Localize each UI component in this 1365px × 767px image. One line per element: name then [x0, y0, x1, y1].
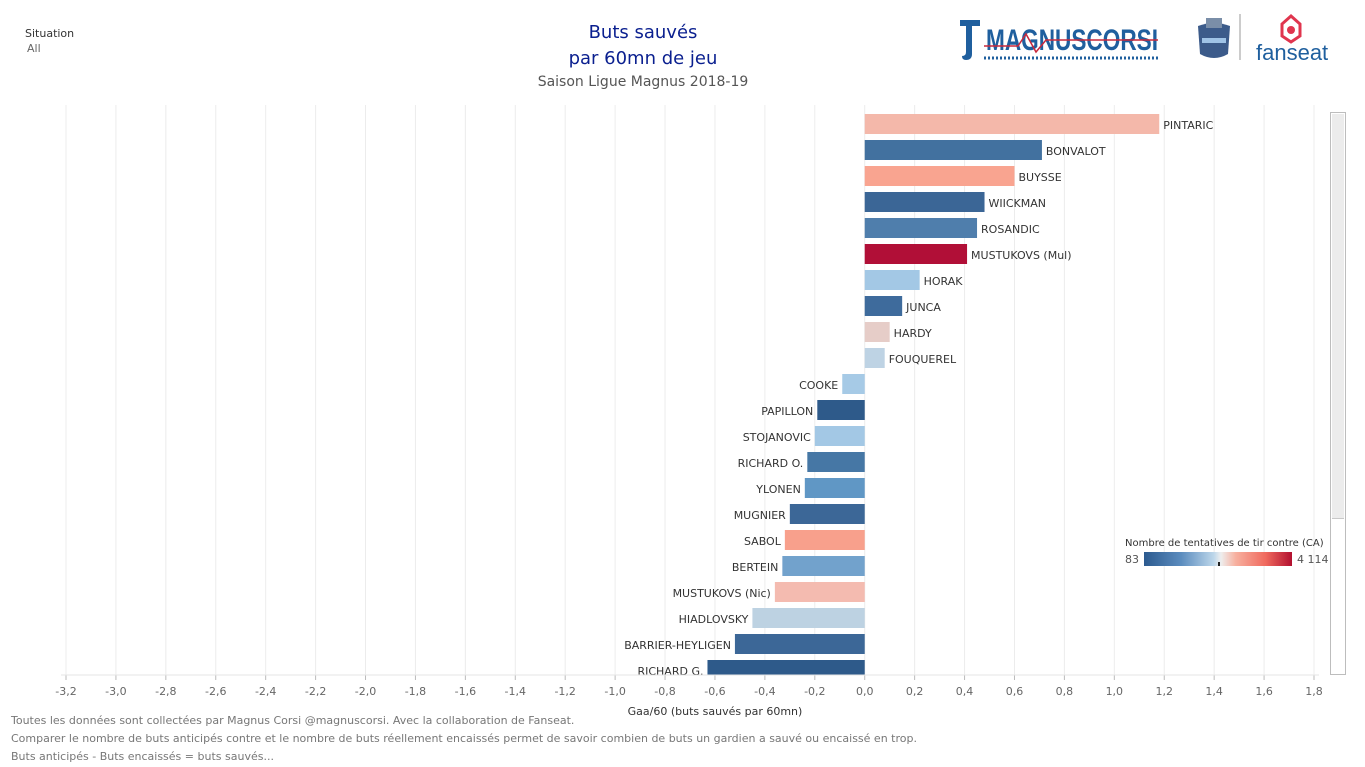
- x-axis-title: Gaa/60 (buts sauvés par 60mn): [627, 705, 803, 718]
- footer-line-2: Comparer le nombre de buts anticipés con…: [11, 732, 917, 745]
- bar[interactable]: [807, 452, 865, 472]
- chart-titles: Buts sauvés par 60mn de jeu Saison Ligue…: [443, 20, 843, 92]
- bar-label: RICHARD O.: [738, 457, 804, 470]
- situation-filter[interactable]: Situation All: [25, 27, 74, 55]
- bar[interactable]: [864, 244, 968, 264]
- bar[interactable]: [864, 270, 920, 290]
- chart-subtitle: Saison Ligue Magnus 2018-19: [537, 74, 749, 90]
- bar[interactable]: [864, 140, 1042, 160]
- bar[interactable]: [864, 322, 890, 342]
- x-tick-label: -2,4: [255, 685, 276, 698]
- footer-notes: Toutes les données sont collectées par M…: [11, 712, 917, 766]
- bar[interactable]: [734, 634, 865, 654]
- bar[interactable]: [789, 504, 865, 524]
- x-tick-label: -2,0: [355, 685, 376, 698]
- bar[interactable]: [752, 608, 865, 628]
- bar-label: BARRIER-HEYLIGEN: [624, 639, 731, 652]
- fanseat-logo: fanseat: [1198, 13, 1328, 65]
- x-tick-label: -1,4: [505, 685, 526, 698]
- footer-line-1: Toutes les données sont collectées par M…: [11, 714, 575, 727]
- bar[interactable]: [864, 114, 1160, 134]
- x-tick-label: -0,6: [704, 685, 725, 698]
- chart-title-line1: Buts sauvés: [588, 22, 698, 43]
- x-tick-label: -1,8: [405, 685, 426, 698]
- bar[interactable]: [707, 660, 865, 680]
- x-tick-label: 0,6: [1006, 685, 1024, 698]
- bar-label: HARDY: [894, 327, 932, 340]
- x-tick-label: 1,4: [1205, 685, 1223, 698]
- scrollbar-thumb[interactable]: [1332, 114, 1344, 519]
- bar-label: FOUQUEREL: [889, 353, 957, 366]
- bar-label: PINTARIC: [1163, 119, 1213, 132]
- x-tick-label: -2,2: [305, 685, 326, 698]
- x-tick-label: 0,4: [956, 685, 974, 698]
- bar[interactable]: [864, 218, 978, 238]
- bar[interactable]: [864, 166, 1015, 186]
- x-tick-label: -0,2: [804, 685, 825, 698]
- x-tick-label: -0,8: [654, 685, 675, 698]
- bar-label: STOJANOVIC: [743, 431, 811, 444]
- bar-label: PAPILLON: [761, 405, 813, 418]
- situation-filter-label: Situation: [25, 27, 75, 40]
- legend-max: 4 114: [1297, 552, 1329, 566]
- x-tick-label: 1,2: [1155, 685, 1173, 698]
- footer-line-3: Buts anticipés - Buts encaissés = buts s…: [11, 750, 274, 763]
- x-tick-label: -1,0: [604, 685, 625, 698]
- bar[interactable]: [782, 556, 865, 576]
- bar-label: ROSANDIC: [981, 223, 1040, 236]
- x-tick-label: 1,8: [1305, 685, 1323, 698]
- bar[interactable]: [864, 296, 903, 316]
- bar-label: HIADLOVSKY: [679, 613, 749, 626]
- bar[interactable]: [817, 400, 865, 420]
- x-tick-label: 1,6: [1255, 685, 1273, 698]
- bar-label: BONVALOT: [1046, 145, 1106, 158]
- magnuscorsi-logo: MAGNUSCORSI: [960, 20, 1158, 60]
- bar-label: BERTEIN: [732, 561, 778, 574]
- bar-label: HORAK: [924, 275, 964, 288]
- bar-label: MUSTUKOVS (Mul): [971, 249, 1071, 262]
- bar-label: MUSTUKOVS (Nic): [673, 587, 771, 600]
- bar-label: WIICKMAN: [989, 197, 1047, 210]
- bar-label: COOKE: [799, 379, 838, 392]
- bar-label: RICHARD G.: [637, 665, 703, 678]
- x-tick-label: -1,6: [455, 685, 476, 698]
- x-tick-label: 0,8: [1056, 685, 1074, 698]
- bar-label: YLONEN: [755, 483, 801, 496]
- bar-label: SABOL: [744, 535, 782, 548]
- x-tick-label: 1,0: [1106, 685, 1124, 698]
- x-tick-label: -2,6: [205, 685, 226, 698]
- x-tick-label: -3,2: [55, 685, 76, 698]
- bar[interactable]: [774, 582, 865, 602]
- bar[interactable]: [784, 530, 865, 550]
- bar-chart: PINTARIC BONVALOT BUYSSE WIICKMAN ROSANDIC MU…: [55, 105, 1323, 698]
- bar-label: BUYSSE: [1018, 171, 1061, 184]
- fanseat-logo-text: fanseat: [1256, 40, 1328, 65]
- x-tick-label: -3,0: [105, 685, 126, 698]
- color-legend: Nombre de tentatives de tir contre (CA) …: [1125, 538, 1337, 566]
- vertical-scrollbar[interactable]: [1330, 112, 1346, 675]
- legend-title: Nombre de tentatives de tir contre (CA): [1125, 538, 1324, 549]
- x-tick-label: -1,2: [554, 685, 575, 698]
- x-tick-label: 0,2: [906, 685, 924, 698]
- situation-filter-value[interactable]: All: [27, 42, 41, 55]
- bar[interactable]: [864, 192, 985, 212]
- legend-min: 83: [1125, 552, 1139, 566]
- x-tick-label: -0,4: [754, 685, 775, 698]
- x-tick-label: 0,0: [856, 685, 874, 698]
- bar-label: JUNCA: [905, 301, 941, 314]
- chart-title-line2: par 60mn de jeu: [568, 48, 718, 69]
- bar[interactable]: [804, 478, 865, 498]
- legend-gradient: [1144, 552, 1292, 566]
- bar[interactable]: [842, 374, 865, 394]
- x-tick-label: -2,8: [155, 685, 176, 698]
- bar[interactable]: [864, 348, 885, 368]
- bar[interactable]: [814, 426, 865, 446]
- bar-label: MUGNIER: [734, 509, 786, 522]
